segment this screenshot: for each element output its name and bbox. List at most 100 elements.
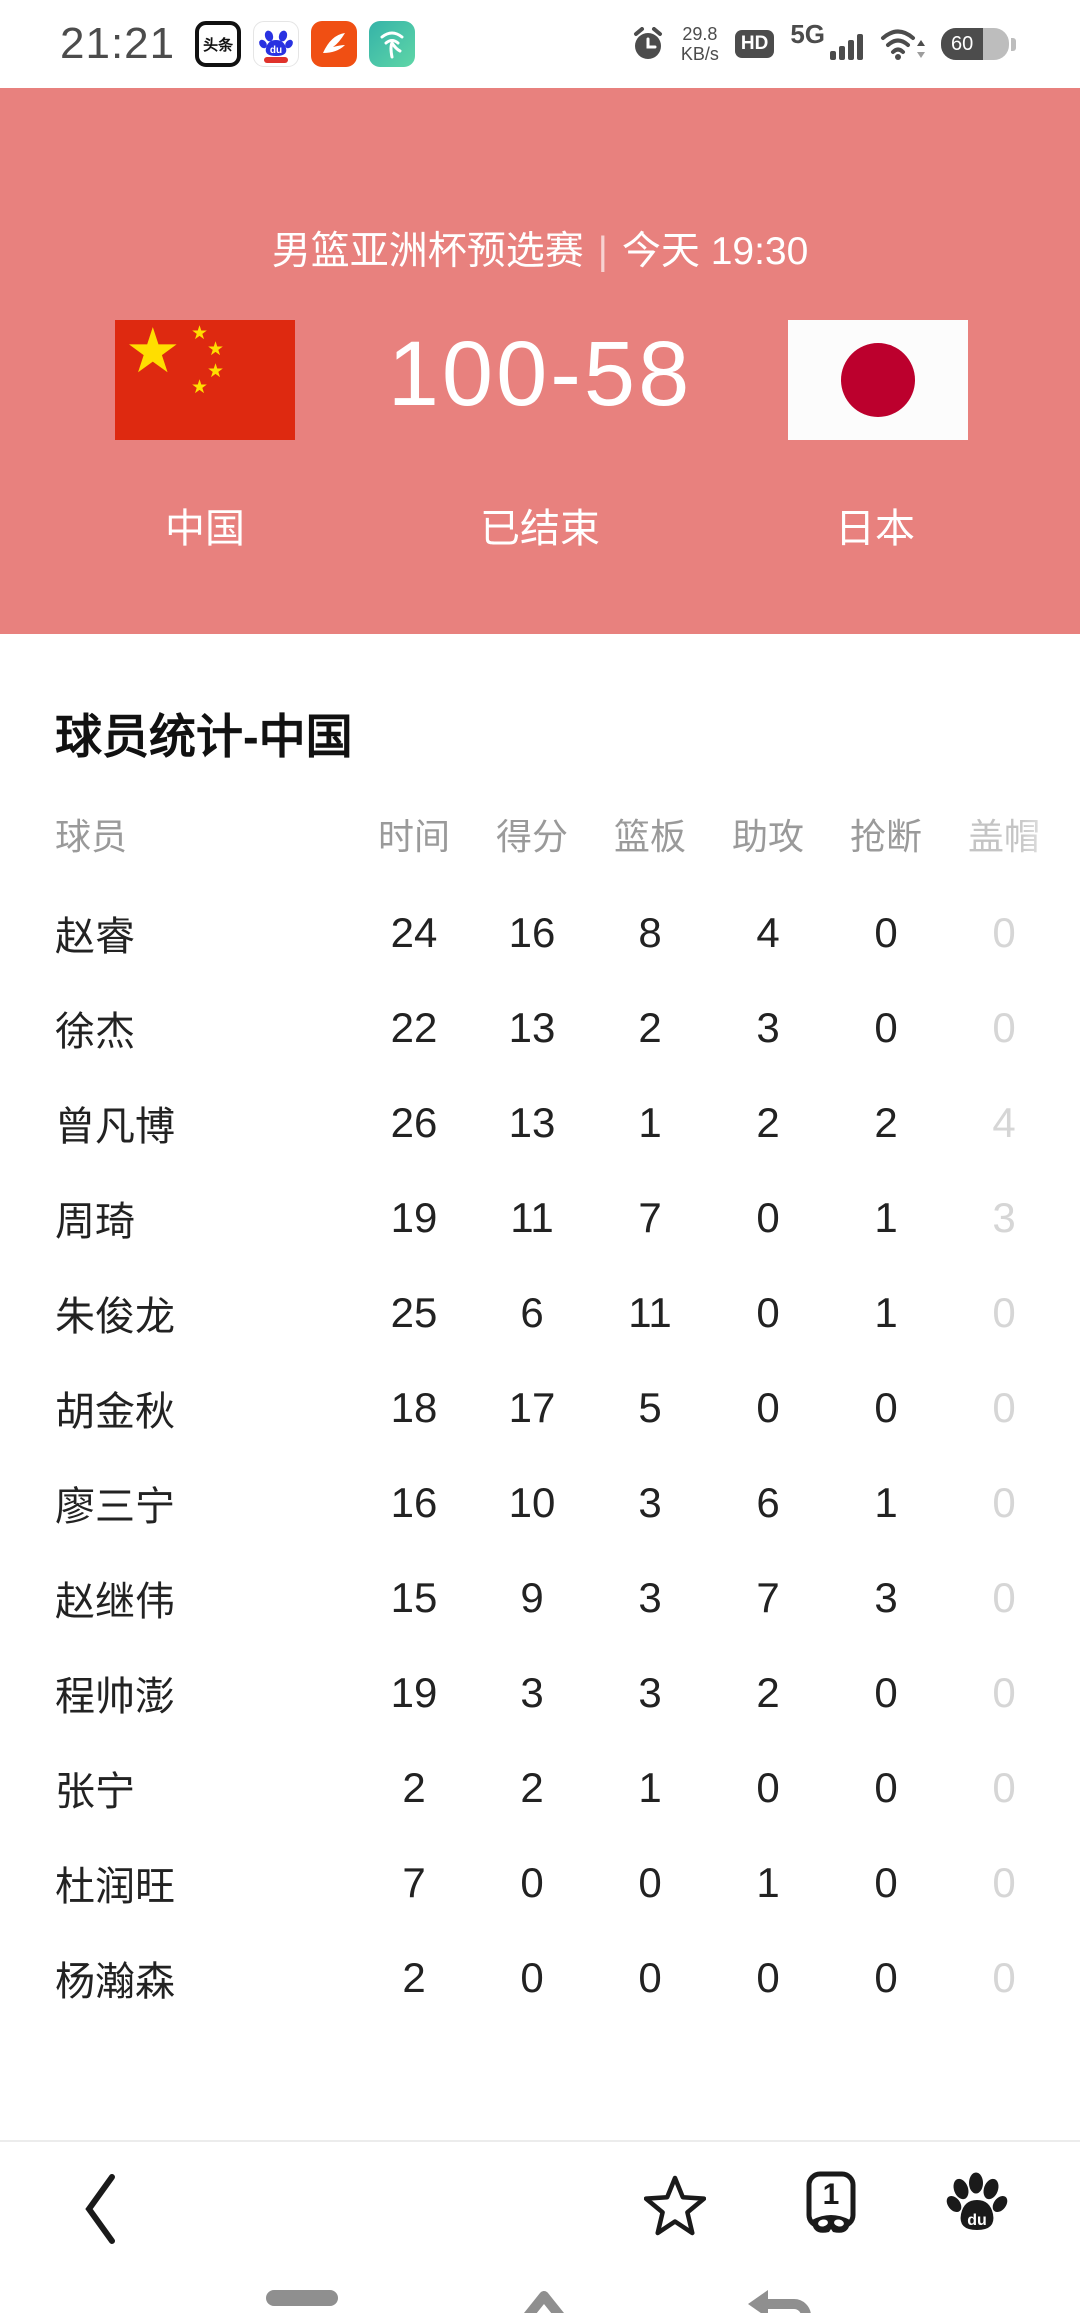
stat-value: 0 bbox=[756, 1193, 780, 1241]
stat-value: 16 bbox=[390, 1478, 438, 1526]
stat-value: 13 bbox=[508, 1098, 556, 1146]
match-score: 100-58 bbox=[387, 323, 693, 425]
stat-value: 3 bbox=[992, 1193, 1016, 1241]
stat-value: 3 bbox=[638, 1668, 662, 1716]
stat-value: 0 bbox=[756, 1763, 780, 1811]
col-steals: 抢断 bbox=[849, 816, 922, 857]
player-name: 张宁 bbox=[55, 1769, 135, 1814]
player-name: 杨瀚森 bbox=[55, 1959, 175, 2004]
player-name: 周琦 bbox=[55, 1199, 135, 1244]
nav-back-icon[interactable] bbox=[742, 2286, 814, 2313]
player-name: 赵继伟 bbox=[55, 1579, 175, 1624]
stat-value: 5 bbox=[638, 1383, 662, 1431]
stat-value: 0 bbox=[520, 1953, 544, 2001]
player-name: 朱俊龙 bbox=[55, 1294, 175, 1339]
cellular-signal: 5G bbox=[790, 19, 863, 60]
tab-odds[interactable]: 指数 bbox=[755, 650, 842, 698]
away-team-name: 日本 bbox=[835, 507, 915, 551]
col-points: 得分 bbox=[495, 816, 568, 857]
tab-chatroom[interactable]: 聊天室 (6.3万人) bbox=[202, 650, 465, 698]
player-name: 杜润旺 bbox=[55, 1864, 175, 1909]
stat-value: 0 bbox=[874, 1763, 898, 1811]
network-type-label: 5G bbox=[790, 18, 825, 49]
col-assists: 助攻 bbox=[731, 816, 804, 857]
player-name: 曾凡博 bbox=[55, 1104, 175, 1149]
tab-match-stats[interactable]: 赛况 bbox=[565, 636, 655, 727]
table-row: 廖三宁 16 10 3 6 1 0 bbox=[0, 1455, 1080, 1550]
android-nav-strip bbox=[0, 2270, 1080, 2313]
stat-value: 2 bbox=[402, 1763, 426, 1811]
stat-value: 3 bbox=[638, 1573, 662, 1621]
stat-value: 17 bbox=[508, 1383, 556, 1431]
stat-value: 0 bbox=[992, 908, 1016, 956]
stat-value: 18 bbox=[390, 1383, 438, 1431]
stat-value: 0 bbox=[874, 1668, 898, 1716]
stat-value: 7 bbox=[402, 1858, 426, 1906]
back-icon[interactable] bbox=[80, 2172, 120, 2246]
stat-value: 0 bbox=[756, 1288, 780, 1336]
match-start-time: 今天 19:30 bbox=[621, 230, 809, 273]
stat-value: 6 bbox=[520, 1288, 544, 1336]
player-name: 廖三宁 bbox=[55, 1484, 175, 1529]
stat-value: 0 bbox=[992, 1858, 1016, 1906]
stat-value: 3 bbox=[756, 1003, 780, 1051]
stat-value: 19 bbox=[390, 1193, 438, 1241]
recents-icon[interactable] bbox=[266, 2290, 338, 2306]
match-header: 男篮亚洲杯预选赛 | 今天 19:30 ★ ★ ★ ★ ★ 100-58 中国 已结… bbox=[0, 88, 1080, 727]
stat-value: 15 bbox=[390, 1573, 438, 1621]
stat-value: 9 bbox=[520, 1573, 544, 1621]
stat-value: 11 bbox=[628, 1288, 672, 1336]
col-minutes: 时间 bbox=[377, 816, 450, 857]
stat-value: 13 bbox=[508, 1003, 556, 1051]
stat-value: 2 bbox=[638, 1003, 662, 1051]
stat-value: 0 bbox=[874, 1003, 898, 1051]
bottom-toolbar: 1 du bbox=[0, 2140, 1080, 2270]
home-icon[interactable] bbox=[512, 2286, 576, 2313]
stat-value: 0 bbox=[992, 1763, 1016, 1811]
table-row: 周琦 19 11 7 0 1 3 bbox=[0, 1170, 1080, 1265]
stat-value: 0 bbox=[638, 1858, 662, 1906]
col-player: 球员 bbox=[55, 816, 128, 857]
table-row: 曾凡博 26 13 1 2 2 4 bbox=[0, 1075, 1080, 1170]
toutiao-app-icon: 头条 bbox=[195, 21, 242, 67]
battery-icon: 60 bbox=[941, 28, 1016, 60]
stat-value: 4 bbox=[756, 908, 780, 956]
stat-value: 4 bbox=[992, 1098, 1016, 1146]
table-row: 胡金秋 18 17 5 0 0 0 bbox=[0, 1360, 1080, 1455]
stat-value: 25 bbox=[390, 1288, 438, 1336]
table-row: 程帅澎 19 3 3 2 0 0 bbox=[0, 1645, 1080, 1740]
stat-value: 3 bbox=[520, 1668, 544, 1716]
table-row: 徐杰 22 13 2 3 0 0 bbox=[0, 980, 1080, 1075]
stat-value: 0 bbox=[992, 1953, 1016, 2001]
star-icon[interactable] bbox=[644, 2174, 706, 2238]
stat-value: 2 bbox=[756, 1098, 780, 1146]
player-name: 程帅澎 bbox=[55, 1674, 175, 1719]
stat-value: 1 bbox=[874, 1193, 898, 1241]
tab-live[interactable]: 直播 bbox=[16, 650, 102, 698]
stat-value: 0 bbox=[874, 908, 898, 956]
stat-value: 1 bbox=[874, 1478, 898, 1526]
table-row: 张宁 2 2 1 0 0 0 bbox=[0, 1740, 1080, 1835]
stat-value: 0 bbox=[992, 1383, 1016, 1431]
baidu-app-icon: du bbox=[253, 21, 300, 67]
stat-value: 0 bbox=[756, 1383, 780, 1431]
paw-label: du bbox=[967, 2212, 987, 2229]
notification-app-icons: 头条 du bbox=[195, 21, 416, 67]
stat-value: 0 bbox=[638, 1953, 662, 2001]
stat-value: 0 bbox=[756, 1953, 780, 2001]
stat-value: 3 bbox=[874, 1573, 898, 1621]
stat-value: 11 bbox=[510, 1193, 554, 1241]
stat-value: 0 bbox=[874, 1383, 898, 1431]
tab-switcher-icon[interactable]: 1 bbox=[800, 2170, 862, 2240]
stat-value: 7 bbox=[756, 1573, 780, 1621]
status-bar: 21:21 头条 du bbox=[0, 0, 1080, 88]
tab-news[interactable]: 新闻 bbox=[941, 650, 1028, 698]
stat-value: 2 bbox=[520, 1763, 544, 1811]
stat-value: 2 bbox=[756, 1668, 780, 1716]
baidu-paw-icon[interactable]: du bbox=[946, 2172, 1008, 2238]
match-title: 男篮亚洲杯预选赛 | 今天 19:30 bbox=[0, 220, 1080, 276]
stat-value: 0 bbox=[992, 1478, 1016, 1526]
stat-value: 22 bbox=[390, 1003, 438, 1051]
chatroom-count: (6.3万人) bbox=[343, 662, 465, 695]
